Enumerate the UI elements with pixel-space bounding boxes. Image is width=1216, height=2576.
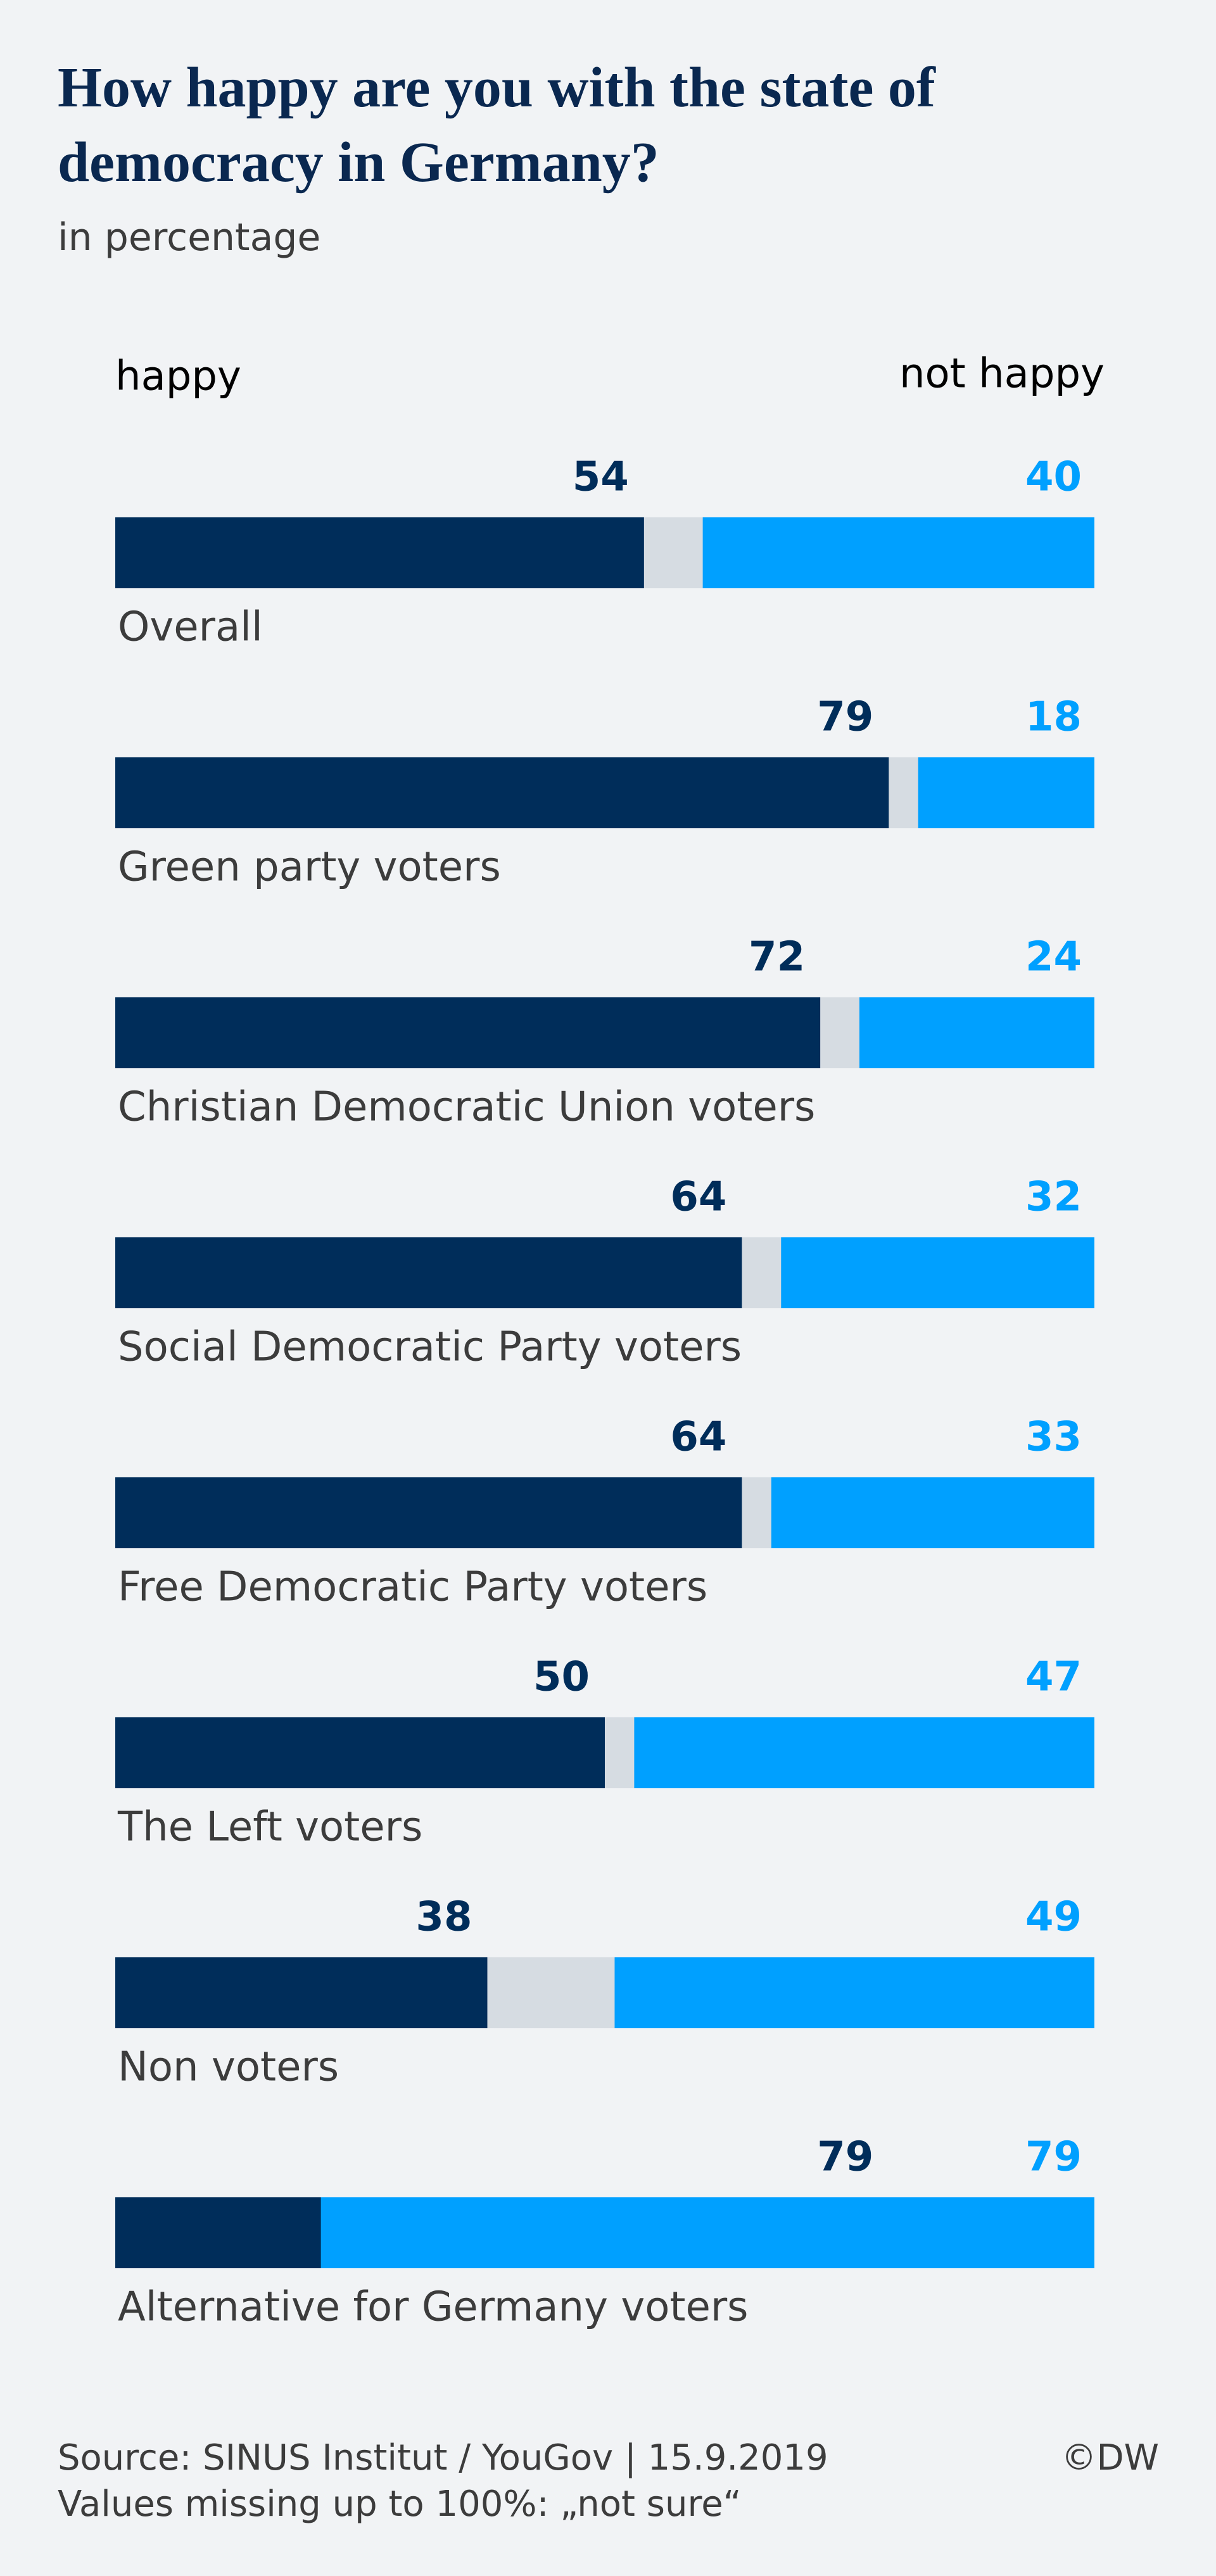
not-happy-value-label: 32 — [1025, 1174, 1082, 1221]
not-happy-bar — [859, 997, 1094, 1068]
happy-bar — [115, 1717, 605, 1788]
not-happy-value-label: 49 — [1025, 1894, 1082, 1941]
not-happy-bar — [771, 1477, 1094, 1548]
category-label: Social Democratic Party voters — [118, 1324, 742, 1371]
happy-bar — [115, 757, 889, 828]
category-label: Non voters — [118, 2044, 339, 2091]
category-label: Alternative for Germany voters — [118, 2284, 748, 2331]
not-happy-value-label: 33 — [1025, 1414, 1082, 1461]
credit: ©DW — [1061, 2437, 1160, 2478]
category-label: Free Democratic Party voters — [118, 1564, 707, 1611]
not-happy-bar — [702, 517, 1094, 588]
not-happy-value-label: 40 — [1025, 454, 1082, 501]
legend-happy: happy — [115, 353, 241, 400]
happy-value-label: 72 — [749, 934, 805, 981]
legend-not-happy: not happy — [899, 351, 1105, 398]
happy-value-label: 79 — [817, 2134, 873, 2181]
happy-bar — [115, 1477, 742, 1548]
not-happy-bar — [320, 2197, 1094, 2268]
chart-subtitle: in percentage — [58, 215, 321, 260]
happy-value-label: 64 — [670, 1414, 726, 1461]
happy-value-label: 54 — [573, 454, 629, 501]
not-happy-bar — [781, 1237, 1094, 1308]
happy-value-label: 64 — [670, 1174, 726, 1221]
not-happy-bar — [634, 1717, 1094, 1788]
category-label: Overall — [118, 604, 263, 651]
not-happy-value-label: 79 — [1025, 2134, 1082, 2181]
happy-bar — [115, 1237, 742, 1308]
happy-value-label: 50 — [533, 1654, 590, 1701]
happy-bar — [115, 1957, 488, 2028]
chart-title: How happy are you with the state of demo… — [58, 56, 935, 194]
not-happy-bar — [614, 1957, 1094, 2028]
not-happy-value-label: 47 — [1025, 1654, 1082, 1701]
not-happy-value-label: 18 — [1025, 694, 1082, 741]
not-happy-value-label: 24 — [1025, 934, 1082, 981]
happy-bar — [115, 997, 821, 1068]
category-label: Green party voters — [118, 844, 501, 891]
happy-value-label: 79 — [817, 694, 873, 741]
source: Source: SINUS Institut / YouGov | 15.9.2… — [58, 2437, 828, 2478]
category-label: The Left voters — [117, 1804, 422, 1851]
not-happy-bar — [918, 757, 1094, 828]
note: Values missing up to 100%: „not sure“ — [58, 2484, 742, 2525]
category-label: Christian Democratic Union voters — [118, 1084, 815, 1131]
happy-bar — [115, 517, 644, 588]
happy-value-label: 38 — [415, 1894, 472, 1941]
